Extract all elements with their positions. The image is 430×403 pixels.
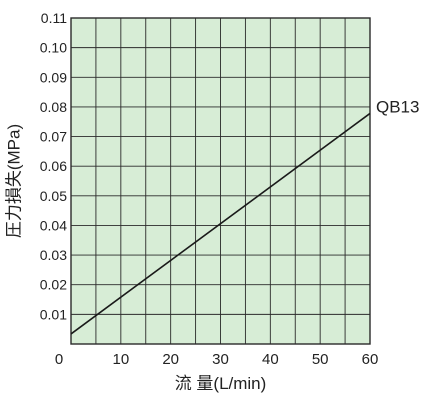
x-tick-label: 60	[362, 351, 379, 368]
series-label-qb13: QB13	[376, 97, 419, 116]
x-tick-labels: 0 10 20 30 40 50 60	[55, 351, 379, 368]
series-layer: QB13	[70, 97, 419, 335]
y-tick-label: 0.07	[40, 129, 67, 145]
series-line-qb13	[70, 112, 371, 335]
x-tick-label: 20	[162, 351, 179, 368]
x-tick-label: 0	[55, 351, 63, 368]
y-tick-label: 0.02	[40, 277, 67, 293]
x-tick-label: 40	[262, 351, 279, 368]
y-tick-label: 0.10	[40, 40, 67, 56]
y-axis-label: 圧力損失(MPa)	[4, 124, 23, 238]
y-tick-label: 0.04	[40, 217, 67, 233]
y-tick-label: 0.11	[41, 10, 67, 26]
y-tick-label: 0.08	[40, 99, 67, 115]
plot-frame	[70, 17, 371, 345]
y-tick-label: 0.05	[40, 188, 67, 204]
y-tick-label: 0.03	[40, 247, 67, 263]
x-tick-label: 10	[112, 351, 129, 368]
grid-lines	[71, 18, 370, 344]
y-tick-label: 0.06	[40, 158, 67, 174]
y-tick-labels: 0.01 0.02 0.03 0.04 0.05 0.06 0.07 0.08 0.09 0.10…	[40, 10, 67, 322]
y-tick-label: 0.09	[40, 69, 67, 85]
x-tick-label: 50	[312, 351, 329, 368]
x-axis-label: 流 量(L/min)	[175, 374, 267, 393]
x-tick-label: 30	[212, 351, 229, 368]
y-tick-label: 0.01	[40, 306, 67, 322]
